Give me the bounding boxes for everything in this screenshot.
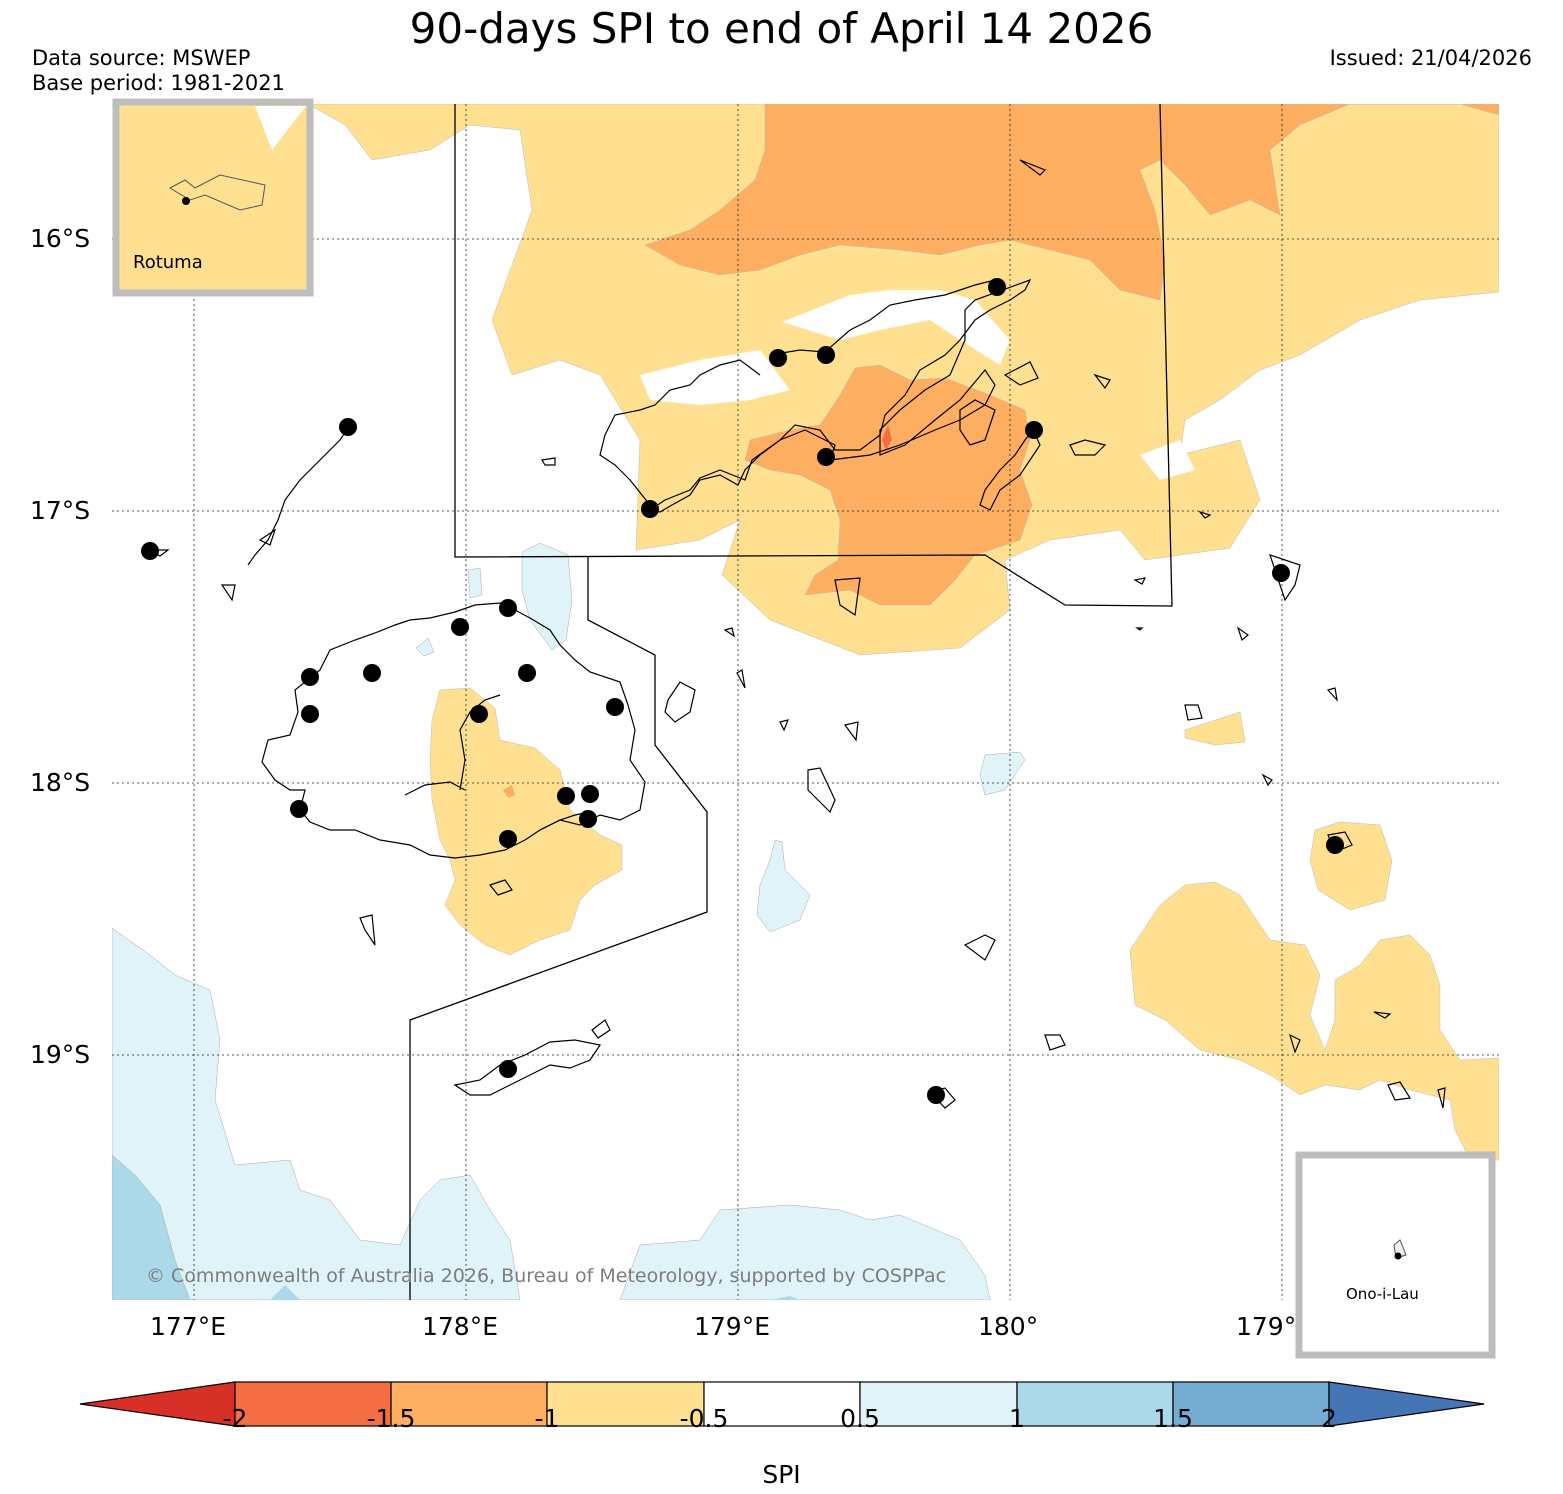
colorbar-tick: -1 — [534, 1404, 560, 1433]
colorbar-title: SPI — [762, 1460, 801, 1489]
colorbar-tick: -0.5 — [679, 1404, 729, 1433]
lat-label: 16°S — [30, 224, 91, 253]
copyright-notice: © Commonwealth of Australia 2026, Bureau… — [146, 1265, 947, 1287]
source-info: Data source: MSWEP Base period: 1981-202… — [32, 46, 285, 96]
colorbar-segment — [703, 1381, 861, 1427]
rotuma-label: Rotuma — [133, 252, 203, 273]
ono-i-lau-inset-overlay — [1295, 1151, 1496, 1359]
colorbar-segment — [1016, 1381, 1174, 1427]
spi-zone-dry-vitilevu — [429, 687, 623, 956]
lat-label: 19°S — [30, 1040, 91, 1069]
lon-label: 179° — [1236, 1312, 1297, 1341]
colorbar-segment — [859, 1381, 1018, 1427]
division-boundaries — [409, 104, 1173, 1300]
base-period: Base period: 1981-2021 — [32, 71, 285, 95]
spi-zone-wet-southwest — [112, 927, 521, 1300]
colorbar-tick: -2 — [222, 1404, 248, 1433]
data-source: Data source: MSWEP — [32, 46, 251, 70]
lon-label: 177°E — [150, 1312, 227, 1341]
lat-label: 17°S — [30, 496, 91, 525]
colorbar-tick: 1.5 — [1153, 1404, 1193, 1433]
colorbar-tick: 1 — [1009, 1404, 1025, 1433]
map-title: 90-days SPI to end of April 14 2026 — [409, 4, 1154, 53]
graticule — [112, 104, 1499, 1300]
colorbar-segment — [234, 1381, 392, 1427]
lon-label: 179°E — [694, 1312, 771, 1341]
spi-field — [112, 104, 1499, 1300]
lat-label: 18°S — [30, 768, 91, 797]
coastlines — [147, 159, 1446, 1109]
colorbar-extend-high — [1328, 1381, 1485, 1427]
ono-i-lau-label: Ono-i-Lau — [1346, 1285, 1419, 1303]
colorbar — [79, 1381, 1485, 1427]
spi-zone-normal-north — [782, 290, 1010, 365]
colorbar-segment — [390, 1381, 548, 1427]
colorbar-extend-low — [79, 1381, 236, 1427]
issued-date: Issued: 21/04/2026 — [1329, 46, 1532, 70]
colorbar-tick: 0.5 — [840, 1404, 880, 1433]
colorbar-segment — [1172, 1381, 1330, 1427]
rotuma-inset — [112, 98, 314, 297]
colorbar-tick: 2 — [1321, 1404, 1337, 1433]
station-markers — [141, 278, 1344, 1104]
lon-label: 180° — [978, 1312, 1039, 1341]
colorbar-tick: -1.5 — [366, 1404, 416, 1433]
colorbar-segment — [546, 1381, 705, 1427]
spi-zone-wet-north — [521, 542, 573, 651]
spi-zone-dryer-north — [644, 104, 1499, 301]
lon-label: 178°E — [422, 1312, 499, 1341]
